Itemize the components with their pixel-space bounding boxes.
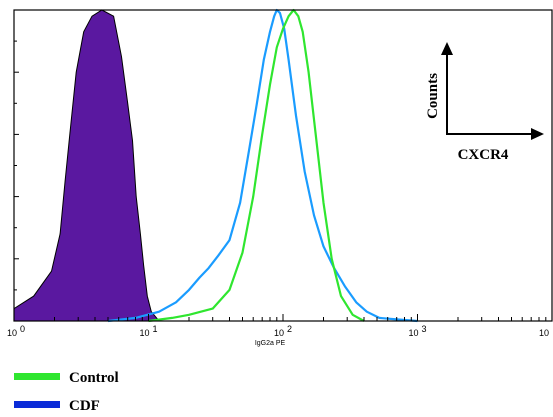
y-axis-ticks — [14, 9, 19, 322]
x-tick-label: 10 2 — [274, 324, 292, 338]
x-tick-label: 10 — [539, 328, 549, 338]
series-control-line — [148, 8, 365, 323]
series-isotype-area — [13, 9, 161, 322]
annotation-y-arrowhead — [441, 42, 453, 55]
x-axis-label: IgG2a PE — [255, 340, 286, 347]
legend-swatch-control — [14, 373, 60, 380]
legend-swatch-cdf — [14, 401, 60, 408]
annotation-x-arrowhead — [531, 128, 544, 140]
x-tick-label: 10 0 — [7, 324, 25, 338]
plot-area — [13, 8, 418, 323]
series-cdf-line — [107, 8, 418, 323]
legend-label-control: Control — [69, 370, 119, 386]
x-tick-label: 10 3 — [408, 324, 426, 338]
x-axis-ticks — [13, 314, 547, 321]
legend: Control CDF — [14, 370, 119, 414]
annotation-counts-label: Counts — [425, 73, 441, 119]
x-tick-labels: 10 0 10 1 10 2 10 3 10 — [7, 324, 549, 338]
legend-item-cdf: CDF — [14, 398, 100, 414]
legend-item-control: Control — [14, 370, 119, 386]
axes-annotation: Counts CXCR4 — [425, 42, 544, 163]
annotation-cxcr4-label: CXCR4 — [458, 147, 509, 163]
legend-label-cdf: CDF — [69, 398, 100, 414]
x-tick-label: 10 1 — [139, 324, 157, 338]
